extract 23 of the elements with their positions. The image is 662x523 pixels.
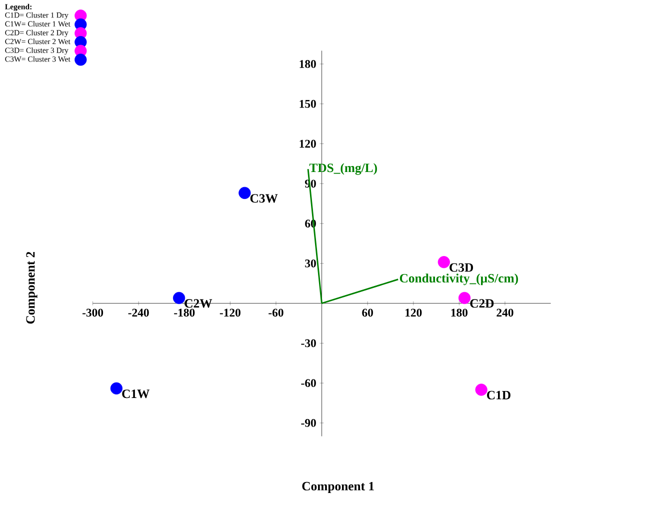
y-tick-label: 180 [300, 60, 316, 68]
x-tick-label: -60 [268, 308, 284, 317]
y-tick-label: -30 [301, 339, 316, 348]
x-tick-label: -180 [174, 308, 195, 317]
x-tick-label: 60 [362, 308, 373, 317]
y-tick-label: 120 [300, 140, 316, 148]
annotation: C3D [450, 263, 474, 272]
annotation: C1W [122, 390, 150, 398]
series-label: Conductivity_(µS/cm) [400, 274, 518, 286]
y-tick-label: -60 [301, 379, 316, 388]
annotation: C1D [487, 391, 510, 400]
x-tick-label: -120 [220, 308, 240, 317]
y-tick-label: 30 [305, 260, 316, 268]
y-tick-label: 150 [300, 100, 316, 108]
y-tick-label: -90 [301, 419, 316, 428]
x-tick-label: -300 [82, 308, 104, 317]
x-axis-title: Component 1 [302, 482, 374, 494]
x-tick-label: -240 [128, 308, 149, 317]
y-axis-title: Component 2 [26, 252, 38, 324]
annotation: C3W [250, 194, 278, 203]
x-tick-label: 120 [406, 308, 422, 317]
x-tick-label: 240 [496, 308, 514, 317]
x-tick-label: 180 [451, 308, 468, 317]
